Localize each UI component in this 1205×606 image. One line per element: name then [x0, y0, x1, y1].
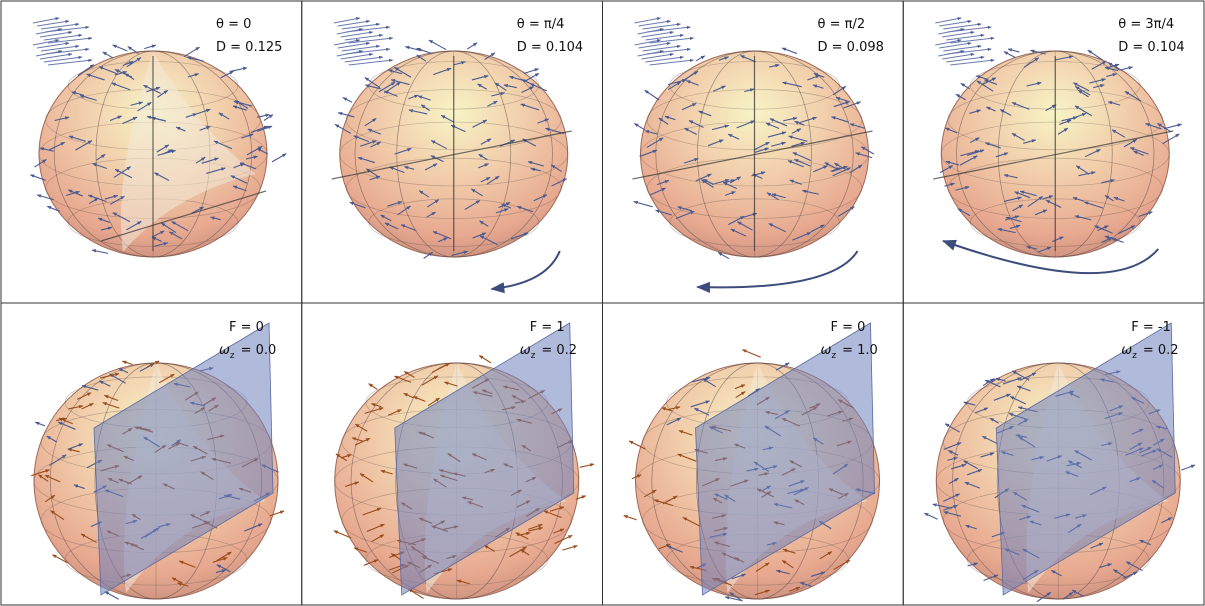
vector-arrow — [92, 250, 108, 253]
d-label: D = 0.125 — [216, 40, 282, 55]
vector-arrow — [479, 356, 491, 363]
rotation-arrow — [698, 251, 858, 287]
d-label: D = 0.104 — [517, 40, 583, 55]
d-label: D = 0.098 — [818, 40, 884, 55]
vector-arrow — [742, 350, 760, 358]
vector-arrow — [230, 68, 247, 72]
omega-subscript: z — [531, 351, 536, 361]
legend-arrow — [337, 51, 363, 56]
vector-arrow — [343, 98, 352, 103]
legend-arrow — [36, 51, 62, 56]
theta-label: θ = 0 — [216, 17, 251, 32]
omega-value: = 0.2 — [541, 343, 577, 358]
legend-arrow — [36, 29, 62, 34]
vector-arrow — [580, 464, 594, 467]
vector-arrow — [113, 45, 128, 51]
vector-arrow — [122, 361, 132, 364]
legend-arrow — [334, 18, 360, 23]
vector-arrow — [184, 47, 199, 57]
panel: F = 0 ωz = 1.0 — [603, 303, 904, 605]
vector-arrow — [1164, 124, 1182, 128]
vector-arrow — [369, 384, 378, 390]
f-label: F = 0 — [831, 320, 866, 335]
theta-label: θ = π/4 — [517, 17, 565, 32]
theta-label: θ = 3π/4 — [1118, 17, 1174, 32]
f-label: F = 1 — [530, 320, 565, 335]
vector-arrow — [272, 154, 286, 162]
omega-value: = 1.0 — [842, 343, 878, 358]
panel: F = 0 ωz = 0.0 — [1, 303, 302, 605]
legend-arrow — [938, 29, 964, 34]
vector-arrow — [144, 45, 156, 48]
vector-arrow — [417, 48, 433, 53]
omega-subscript: z — [230, 351, 235, 361]
vector-arrow — [467, 43, 477, 49]
f-label: F = 0 — [229, 320, 264, 335]
vector-arrow — [634, 123, 645, 129]
legend-arrow — [938, 51, 964, 56]
omega-symbol: ω — [219, 343, 230, 358]
omega-symbol: ω — [821, 343, 832, 358]
vector-arrow — [924, 513, 937, 519]
legend-arrow — [635, 18, 661, 23]
vector-arrow — [35, 422, 45, 426]
d-label: D = 0.104 — [1118, 40, 1184, 55]
vector-arrow — [524, 69, 539, 74]
rotation-arrow — [492, 251, 560, 289]
theta-label: θ = π/2 — [818, 17, 866, 32]
panel: θ = π/2 D = 0.098 — [603, 1, 904, 303]
figure: θ = 0 D = 0.125 θ = π/4 D = 0.104 θ = π/2 D =… — [0, 0, 1205, 606]
vector-arrow — [1008, 49, 1019, 52]
vector-arrow — [562, 546, 577, 551]
panel: θ = 0 D = 0.125 — [1, 1, 302, 303]
omega-subscript: z — [831, 351, 836, 361]
vector-arrow — [624, 516, 637, 520]
omega-value: = 0.2 — [1143, 343, 1179, 358]
legend-arrow — [638, 29, 664, 34]
legend-arrow — [337, 29, 363, 34]
vector-arrow — [1181, 465, 1195, 470]
omega-value: = 0.0 — [241, 343, 277, 358]
panel: θ = π/4 D = 0.104 — [302, 1, 603, 303]
vector-arrow — [961, 83, 970, 88]
panel: F = 1 ωz = 0.2 — [302, 303, 603, 605]
legend-arrow — [33, 18, 59, 23]
panel: F = -1 ωz = 0.2 — [903, 303, 1204, 605]
panel: θ = 3π/4 D = 0.104 — [903, 1, 1204, 303]
vector-arrow — [634, 202, 653, 207]
vector-arrow — [103, 52, 113, 58]
omega-symbol: ω — [520, 343, 531, 358]
vector-arrow — [782, 48, 797, 54]
legend-arrow — [638, 51, 664, 56]
f-label: F = -1 — [1131, 320, 1171, 335]
omega-symbol: ω — [1121, 343, 1132, 358]
vector-arrow — [696, 56, 705, 61]
vector-arrow — [1004, 52, 1016, 58]
legend-arrow — [935, 18, 961, 23]
vector-arrow — [1120, 67, 1133, 70]
omega-subscript: z — [1132, 351, 1137, 361]
vector-arrow — [429, 40, 446, 49]
vector-arrow — [645, 90, 660, 100]
